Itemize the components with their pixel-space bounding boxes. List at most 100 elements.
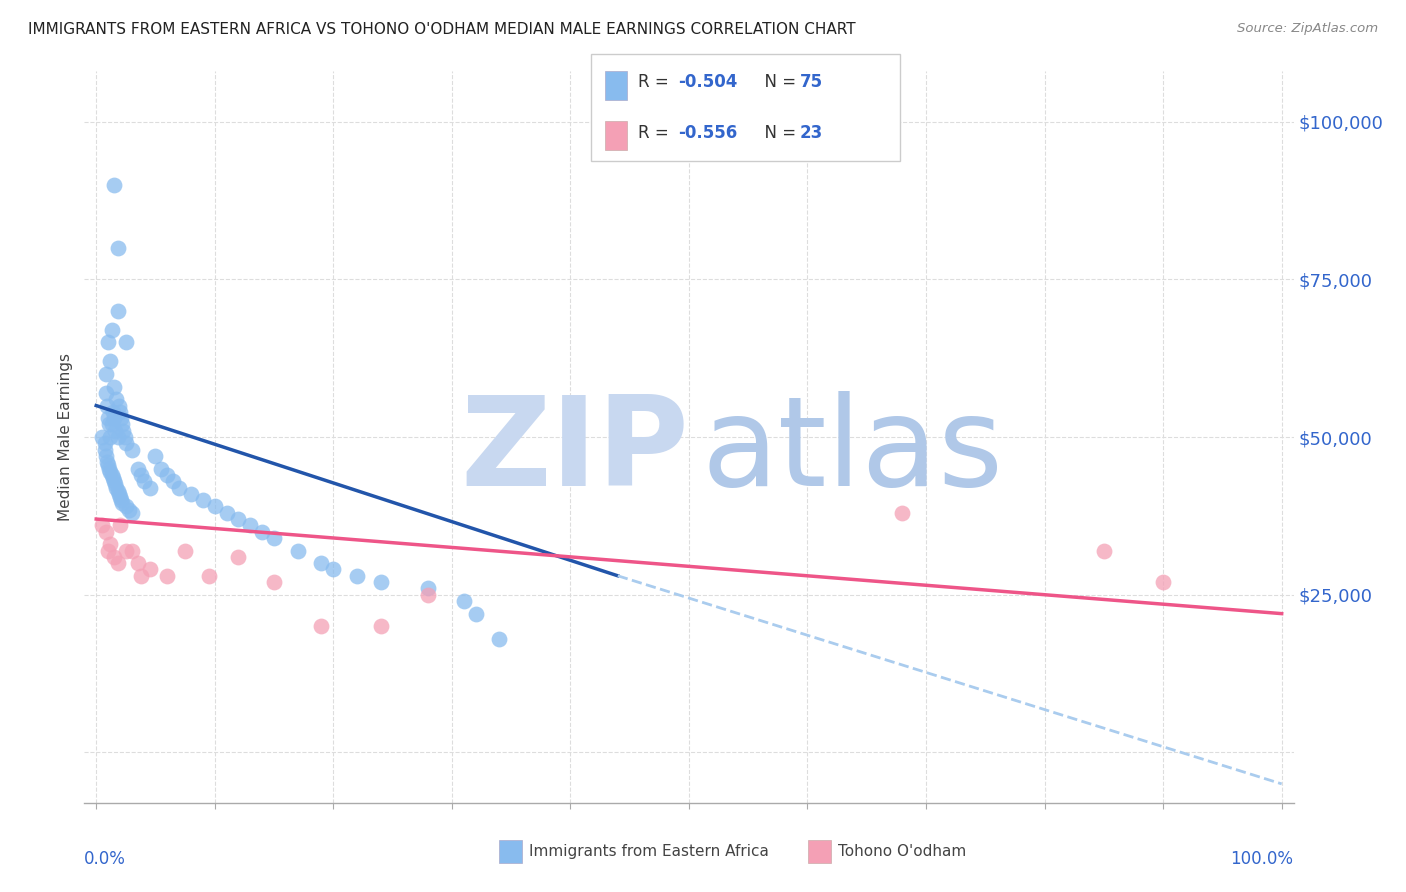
Point — [103, 379, 125, 393]
Point — [418, 588, 440, 602]
Point — [127, 556, 149, 570]
Text: -0.556: -0.556 — [678, 124, 737, 142]
Point — [93, 442, 115, 457]
Point — [115, 436, 138, 450]
Point — [891, 506, 914, 520]
Point — [91, 430, 114, 444]
Point — [191, 493, 214, 508]
Point — [150, 461, 173, 475]
Point — [228, 512, 250, 526]
Point — [129, 467, 152, 482]
Point — [174, 543, 197, 558]
Point — [100, 354, 122, 368]
Text: N =: N = — [754, 124, 801, 142]
Point — [118, 502, 141, 516]
Point — [100, 465, 122, 479]
Text: -0.504: -0.504 — [678, 73, 737, 91]
Point — [198, 569, 221, 583]
Point — [156, 467, 179, 482]
Text: ZIP: ZIP — [460, 392, 689, 512]
Point — [107, 483, 129, 498]
Point — [115, 335, 138, 350]
Point — [464, 607, 486, 621]
Point — [94, 449, 117, 463]
Point — [93, 436, 115, 450]
Point — [115, 543, 138, 558]
Point — [162, 474, 184, 488]
Point — [114, 430, 136, 444]
Point — [107, 487, 129, 501]
Point — [111, 417, 134, 432]
Point — [107, 304, 129, 318]
Point — [418, 582, 440, 596]
Point — [100, 537, 122, 551]
Point — [98, 417, 121, 432]
Text: Source: ZipAtlas.com: Source: ZipAtlas.com — [1237, 22, 1378, 36]
Point — [94, 386, 117, 401]
Point — [121, 543, 143, 558]
Point — [453, 594, 475, 608]
Point — [101, 405, 124, 419]
Point — [1152, 575, 1174, 590]
Point — [112, 424, 135, 438]
Point — [263, 575, 285, 590]
Point — [105, 392, 128, 407]
Text: R =: R = — [638, 124, 675, 142]
Point — [97, 411, 120, 425]
Point — [98, 461, 121, 475]
Point — [138, 481, 160, 495]
Point — [167, 481, 190, 495]
Point — [145, 449, 167, 463]
Point — [108, 490, 131, 504]
Point — [228, 549, 250, 564]
Text: Immigrants from Eastern Africa: Immigrants from Eastern Africa — [529, 845, 769, 859]
Text: 75: 75 — [800, 73, 823, 91]
Point — [121, 506, 143, 520]
Point — [370, 575, 392, 590]
Point — [103, 549, 125, 564]
Text: 0.0%: 0.0% — [84, 850, 127, 868]
Point — [91, 518, 114, 533]
Point — [107, 430, 129, 444]
Y-axis label: Median Male Earnings: Median Male Earnings — [58, 353, 73, 521]
Point — [103, 474, 125, 488]
Text: 23: 23 — [800, 124, 824, 142]
Text: 100.0%: 100.0% — [1230, 850, 1294, 868]
Point — [97, 335, 120, 350]
Point — [107, 399, 129, 413]
Point — [129, 569, 152, 583]
Point — [97, 458, 120, 473]
Text: N =: N = — [754, 73, 801, 91]
Point — [115, 500, 138, 514]
Point — [110, 493, 132, 508]
Point — [180, 487, 202, 501]
Text: IMMIGRANTS FROM EASTERN AFRICA VS TOHONO O'ODHAM MEDIAN MALE EARNINGS CORRELATIO: IMMIGRANTS FROM EASTERN AFRICA VS TOHONO… — [28, 22, 856, 37]
Point — [204, 500, 226, 514]
Text: Tohono O'odham: Tohono O'odham — [838, 845, 966, 859]
Point — [322, 562, 344, 576]
Point — [103, 411, 125, 425]
Point — [100, 467, 122, 482]
Point — [105, 481, 128, 495]
Point — [263, 531, 285, 545]
Point — [107, 241, 129, 255]
Point — [370, 619, 392, 633]
Point — [311, 556, 333, 570]
Point — [101, 471, 124, 485]
Point — [94, 524, 117, 539]
Point — [107, 556, 129, 570]
Point — [103, 178, 125, 192]
Point — [488, 632, 510, 646]
Point — [1092, 543, 1115, 558]
Point — [108, 405, 131, 419]
Point — [250, 524, 273, 539]
Text: atlas: atlas — [702, 392, 1002, 512]
Point — [138, 562, 160, 576]
Point — [132, 474, 155, 488]
Point — [96, 455, 118, 469]
Point — [111, 496, 134, 510]
Point — [239, 518, 262, 533]
Point — [287, 543, 309, 558]
Point — [100, 417, 122, 432]
Point — [215, 506, 238, 520]
